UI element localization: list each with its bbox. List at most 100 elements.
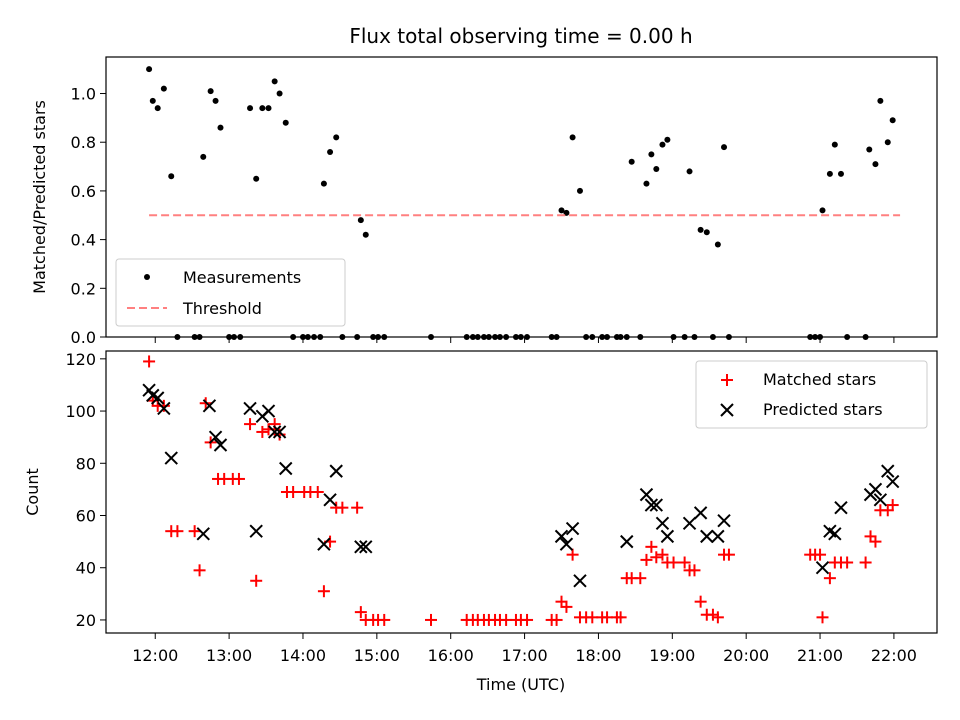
matched-star-point	[317, 585, 330, 598]
measurement-point	[714, 241, 721, 248]
matched-star-point	[560, 600, 573, 613]
measurement-point	[282, 119, 289, 126]
measurement-point	[212, 97, 219, 104]
measurement-point	[168, 173, 175, 180]
predicted-star-point	[554, 529, 569, 544]
top-panel-ylabel: Matched/Predicted stars	[30, 100, 49, 294]
bottom-legend-predicted-label: Predicted stars	[763, 400, 883, 419]
predicted-star-point	[213, 438, 228, 452]
measurement-point	[653, 166, 660, 172]
top-panel-frame	[105, 56, 938, 338]
top-panel-legend: Measurements Threshold	[115, 258, 346, 327]
bottom-xtick-label: 15:00	[354, 646, 400, 665]
predicted-star-point	[565, 521, 580, 536]
predicted-star-point	[881, 464, 895, 478]
top-panel: Flux total observing time = 0.00 h Match…	[30, 24, 938, 347]
matched-star-point	[193, 564, 206, 577]
predicted-star-point	[573, 574, 587, 588]
measurement-point	[826, 170, 833, 177]
bottom-ytick-label: 120	[65, 350, 96, 369]
matched-star-point	[566, 548, 579, 561]
predicted-star-point	[655, 516, 670, 531]
matched-star-point	[250, 574, 263, 587]
predicted-star-point	[261, 404, 276, 418]
measurement-point	[327, 148, 334, 155]
predicted-star-point	[873, 493, 888, 507]
bottom-ytick-label: 80	[76, 454, 96, 473]
matched-star-point	[336, 501, 349, 514]
bottom-xtick-label: 21:00	[797, 646, 843, 665]
bottom-panel-xlabel: Time (UTC)	[476, 675, 565, 694]
measurement-point	[664, 136, 671, 143]
bottom-panel-ticks: 20 40 60 80 100 120 12:00 13:00 14:00 15:00 16:00 1…	[65, 350, 917, 665]
bottom-xtick-label: 12:00	[132, 646, 178, 665]
predicted-star-point	[202, 399, 217, 413]
matched-star-point	[354, 606, 367, 619]
predicted-star-point	[644, 498, 659, 512]
measurement-point	[628, 158, 635, 165]
matched-star-point	[650, 551, 663, 564]
bottom-ytick-label: 20	[76, 611, 96, 630]
matched-star-point	[645, 540, 658, 553]
matched-star-point	[614, 611, 627, 624]
bottom-xtick-label: 16:00	[428, 646, 474, 665]
predicted-star-point	[157, 401, 171, 416]
matched-star-point	[886, 499, 899, 512]
measurement-point	[697, 226, 704, 233]
predicted-star-point	[243, 401, 257, 416]
bottom-xtick-label: 17:00	[502, 646, 548, 665]
matched-star-point	[550, 613, 563, 626]
measurement-point	[357, 217, 364, 224]
matched-star-point	[656, 548, 669, 561]
predicted-star-point	[649, 498, 664, 512]
matched-star-point	[711, 611, 724, 624]
predicted-star-point	[885, 474, 900, 489]
top-legend-threshold-label: Threshold	[182, 299, 262, 318]
bottom-legend-matched-marker	[721, 374, 733, 386]
matched-star-point	[667, 556, 680, 569]
measurement-point	[362, 231, 369, 238]
matched-star-point	[859, 556, 872, 569]
predicted-star-point	[267, 425, 282, 439]
measurement-point	[259, 105, 266, 112]
measurement-point	[819, 207, 826, 214]
bottom-xtick-label: 14:00	[280, 646, 326, 665]
predicted-star-point	[682, 516, 697, 531]
top-ytick-label: 0.6	[71, 182, 96, 201]
bottom-legend-box	[695, 360, 928, 429]
bottom-ytick-label: 100	[65, 402, 96, 421]
bottom-legend-matched-label: Matched stars	[763, 370, 876, 389]
measurement-point	[576, 187, 583, 194]
measurement-point	[247, 105, 254, 112]
predicted-star-point	[323, 493, 337, 507]
bottom-xtick-label: 19:00	[649, 646, 695, 665]
matched-star-point	[311, 486, 324, 498]
measurement-point	[872, 161, 879, 168]
measurement-point	[721, 144, 728, 151]
bottom-ytick-label: 60	[76, 507, 96, 526]
predicted-star-point	[354, 540, 368, 554]
matched-star-point	[171, 525, 184, 538]
bottom-panel-plot-area	[142, 355, 900, 626]
bottom-panel-frame	[105, 350, 938, 634]
predicted-star-point	[359, 540, 373, 554]
matched-star-point	[694, 595, 707, 608]
predicted-star-point	[693, 506, 708, 520]
matched-star-point	[814, 548, 827, 561]
measurement-point	[149, 97, 156, 104]
predicted-star-point	[196, 527, 210, 541]
predicted-star-point	[639, 487, 654, 502]
bottom-xtick-label: 20:00	[723, 646, 769, 665]
measurement-point	[866, 146, 873, 153]
bottom-xtick-label: 13:00	[206, 646, 252, 665]
predicted-star-point	[660, 529, 675, 544]
matched-star-point	[244, 418, 257, 431]
top-legend-box	[115, 258, 346, 327]
top-legend-measurements-marker	[144, 274, 150, 280]
bottom-xtick-label: 18:00	[575, 646, 621, 665]
predicted-star-point	[279, 461, 293, 476]
measurement-point	[889, 117, 896, 124]
measurement-point	[569, 134, 576, 141]
bottom-legend-predicted-marker	[720, 403, 734, 417]
